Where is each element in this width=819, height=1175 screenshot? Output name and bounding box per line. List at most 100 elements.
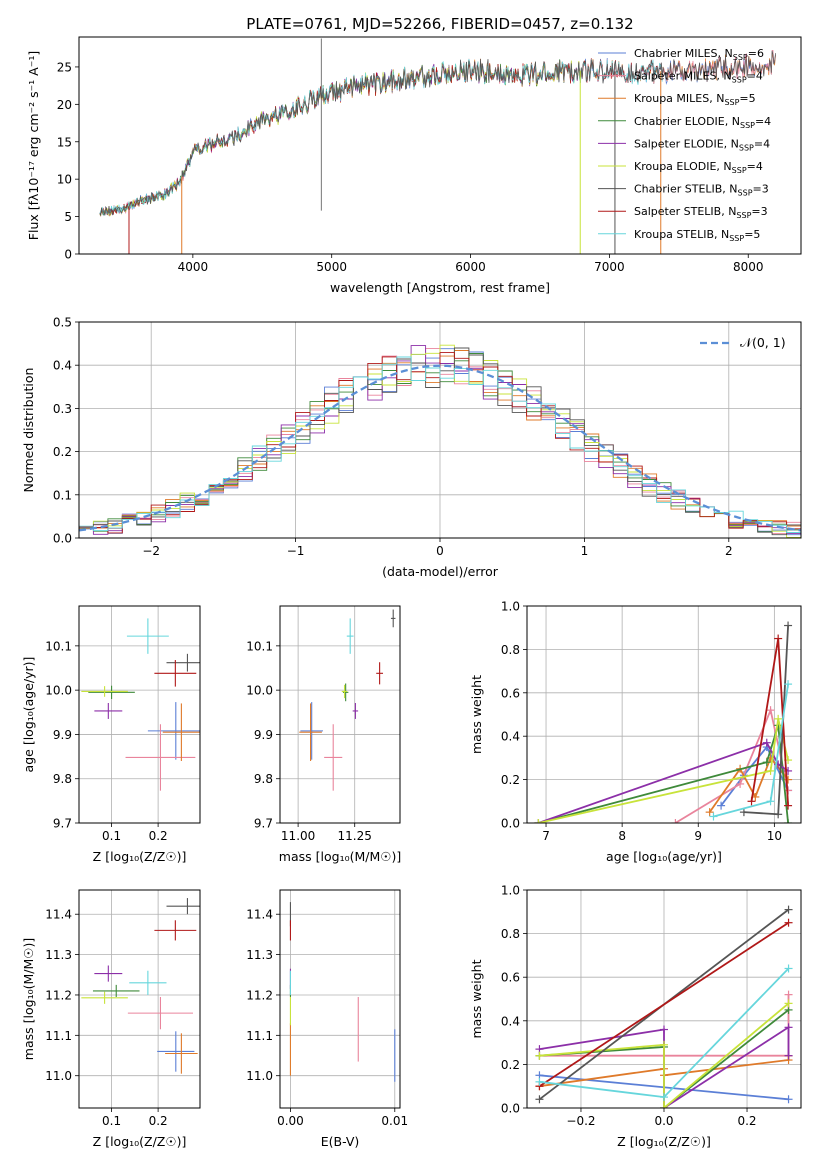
y-tick-label: 11.2 — [246, 988, 273, 1002]
error-point-salpeter-stelib — [154, 660, 197, 687]
y-tick-label: 1.0 — [501, 884, 520, 898]
plot-area — [81, 898, 200, 1074]
x-axis-label: E(B-V) — [321, 1134, 360, 1149]
x-axis-label: Z [log₁₀(Z/Z☉)] — [93, 849, 187, 864]
weight-marker — [784, 999, 793, 1008]
error-point-chabrier-miles — [147, 702, 200, 760]
panel-age-vs-z: 0.1 0.2 9.7 9.8 9.9 10.0 10.1 Z [log₁₀(Z/Z☉)] ag… — [21, 605, 201, 864]
y-tick-label: 10.1 — [45, 639, 72, 653]
spectrum-legend: Chabrier MILES, NSSP=6 Salpeter MILES, NS… — [598, 47, 771, 243]
panel-age-vs-mass: 11.00 11.25 9.7 9.8 9.9 10.0 10.1 mass [log₁₀(M… — [246, 605, 401, 864]
error-point-chabrier-miles — [300, 702, 324, 760]
weight-marker — [784, 1095, 793, 1104]
y-tick-label: 0.8 — [501, 643, 520, 657]
histogram-step-kroupa-stelib — [79, 356, 801, 538]
y-tick-label: 5 — [64, 210, 72, 224]
y-axis-label: Flux [fλ10⁻¹⁷ erg cm⁻² s⁻¹ A⁻¹] — [26, 51, 41, 240]
weight-marker — [766, 797, 775, 806]
legend-entry: Kroupa MILES, NSSP=5 — [634, 92, 756, 107]
y-tick-label: 20 — [57, 98, 72, 112]
weight-marker — [766, 706, 775, 715]
weight-marker — [784, 819, 793, 823]
legend-entry: Chabrier STELIB, NSSP=3 — [634, 183, 769, 198]
x-tick-label: 8 — [618, 829, 626, 843]
axes-frame — [78, 889, 201, 1109]
y-tick-label: 11.1 — [45, 1029, 72, 1043]
weight-line-salpeter-stelib — [539, 921, 789, 1087]
y-tick-label: 25 — [57, 60, 72, 74]
weight-marker — [784, 775, 793, 784]
y-tick-label: 11.4 — [246, 908, 273, 922]
panel-spectrum: 4000 5000 6000 7000 8000 0 5 10 15 20 25 wavelength… — [26, 36, 802, 295]
weight-line-kroupa-elodie — [539, 1002, 790, 1108]
x-tick-label: 5000 — [316, 260, 347, 274]
plot-area — [81, 618, 200, 791]
legend-entry: Chabrier MILES, NSSP=6 — [634, 47, 764, 62]
y-axis-label: age [log₁₀(age/yr)] — [21, 657, 36, 773]
axes-frame — [78, 36, 802, 255]
weight-marker — [534, 819, 543, 823]
plot-area — [534, 621, 793, 823]
spectrum-line-chabrier-stelib — [99, 50, 776, 216]
weight-marker — [671, 819, 680, 823]
y-tick-label: 0.0 — [501, 1102, 520, 1116]
weight-marker — [535, 1051, 544, 1060]
weight-marker — [784, 621, 793, 630]
error-point-kroupa-miles — [299, 703, 322, 761]
error-point-kroupa-miles — [162, 703, 200, 761]
error-point-salpeter-stelib — [376, 662, 384, 685]
y-tick-label: 9.8 — [53, 772, 72, 786]
plot-area — [289, 902, 396, 1082]
axes-frame — [279, 889, 401, 1109]
legend-entry: Salpeter MILES, NSSP=4 — [634, 70, 763, 85]
error-point-chabrier-stelib — [166, 898, 200, 915]
x-tick-label: 4000 — [178, 260, 209, 274]
y-tick-label: 11.2 — [45, 988, 72, 1002]
weight-line-kroupa-elodie — [538, 718, 789, 823]
y-tick-label: 0.2 — [501, 773, 520, 787]
weight-marker — [736, 779, 745, 788]
legend-entry: Salpeter ELODIE, NSSP=4 — [634, 137, 770, 152]
y-tick-label: 11.3 — [45, 948, 72, 962]
x-tick-label: 9 — [694, 829, 702, 843]
y-tick-label: 10 — [57, 173, 72, 187]
x-tick-label: 0.2 — [737, 1114, 756, 1128]
x-tick-label: −0.2 — [566, 1114, 595, 1128]
error-point-salpeter-elodie — [94, 965, 123, 982]
axes-frame — [526, 605, 802, 824]
weight-marker — [535, 1077, 544, 1086]
y-tick-label: 1.0 — [501, 600, 520, 614]
error-point-chabrier-elodie — [342, 683, 349, 702]
weight-marker — [766, 766, 775, 775]
weight-marker — [660, 1025, 668, 1034]
error-point-chabrier-elodie — [92, 984, 140, 997]
x-tick-label: 2 — [725, 544, 733, 558]
plot-area — [79, 344, 801, 538]
panel-mass-weight-vs-age: 7 8 9 10 0.0 0.2 0.4 0.6 0.8 1.0 age [log₁₀(age/yr… — [469, 600, 802, 864]
y-tick-label: 10.0 — [45, 684, 72, 698]
x-tick-label: 0.00 — [277, 1114, 304, 1128]
y-tick-label: 0.6 — [501, 971, 520, 985]
y-tick-label: 15 — [57, 135, 72, 149]
weight-marker — [660, 1093, 668, 1102]
weight-marker — [747, 797, 756, 806]
x-axis-label: Z [log₁₀(Z/Z☉)] — [93, 1134, 187, 1149]
weight-marker — [784, 801, 793, 810]
x-axis-label: wavelength [Angstrom, rest frame] — [330, 280, 550, 295]
plot-area — [535, 905, 793, 1108]
error-point-kroupa-elodie — [81, 686, 128, 697]
figure-title: PLATE=0761, MJD=52266, FIBERID=0457, z=0… — [246, 15, 633, 33]
x-tick-label: 7 — [542, 829, 550, 843]
panel-mass-vs-z: 0.1 0.2 11.0 11.1 11.2 11.3 11.4 Z [log₁₀(Z/Z☉)… — [21, 889, 201, 1149]
x-axis-label: Z [log₁₀(Z/Z☉)] — [617, 1134, 711, 1149]
legend-entry: 𝒩(0, 1) — [740, 335, 786, 350]
x-tick-label: 0.0 — [654, 1114, 673, 1128]
weight-marker — [784, 990, 793, 999]
error-point-salpeter-elodie — [94, 702, 123, 719]
weight-marker — [784, 964, 793, 973]
weight-marker — [784, 1023, 793, 1032]
y-tick-label: 10.1 — [246, 639, 273, 653]
error-point-salpeter-stelib — [154, 920, 197, 941]
plot-area — [99, 38, 776, 254]
